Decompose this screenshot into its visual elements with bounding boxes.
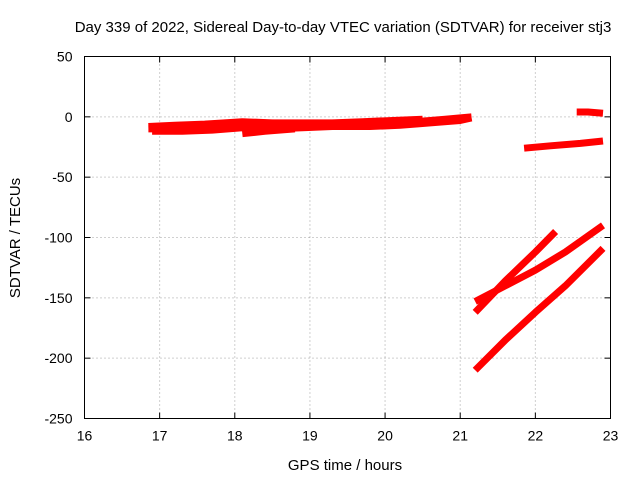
x-tick-label: 22 (528, 428, 544, 444)
y-tick-label: -100 (44, 230, 72, 246)
series-line (241, 125, 296, 138)
x-tick-label: 17 (152, 428, 168, 444)
series-line (472, 245, 606, 373)
y-tick-label: -200 (44, 350, 72, 366)
grid (84, 56, 611, 419)
x-tick-label: 19 (302, 428, 318, 444)
x-tick-labels: 16 17 18 19 20 21 22 23 (77, 428, 619, 444)
y-axis-title: SDTVAR / TECUs (7, 178, 24, 298)
x-tick-label: 21 (452, 428, 468, 444)
series-line (152, 114, 473, 135)
plot-frame (84, 56, 611, 419)
chart-title: Day 339 of 2022, Sidereal Day-to-day VTE… (75, 19, 612, 36)
series-line (148, 115, 423, 130)
x-tick-label: 23 (603, 428, 619, 444)
series-layer (148, 108, 606, 373)
y-tick-label: -50 (52, 169, 72, 185)
y-tick-label: -250 (44, 411, 72, 427)
x-tick-label: 16 (77, 428, 93, 444)
tick-marks (84, 56, 611, 419)
series-line (472, 229, 559, 315)
y-tick-label: 0 (65, 109, 73, 125)
x-axis-title: GPS time / hours (288, 457, 402, 474)
series-line (523, 137, 604, 152)
x-tick-label: 20 (377, 428, 393, 444)
y-tick-label: -150 (44, 290, 72, 306)
y-tick-label: 50 (57, 49, 73, 65)
y-tick-labels: -250 -200 -150 -100 -50 0 50 (44, 49, 72, 427)
series-line (576, 108, 604, 117)
x-tick-label: 18 (227, 428, 243, 444)
